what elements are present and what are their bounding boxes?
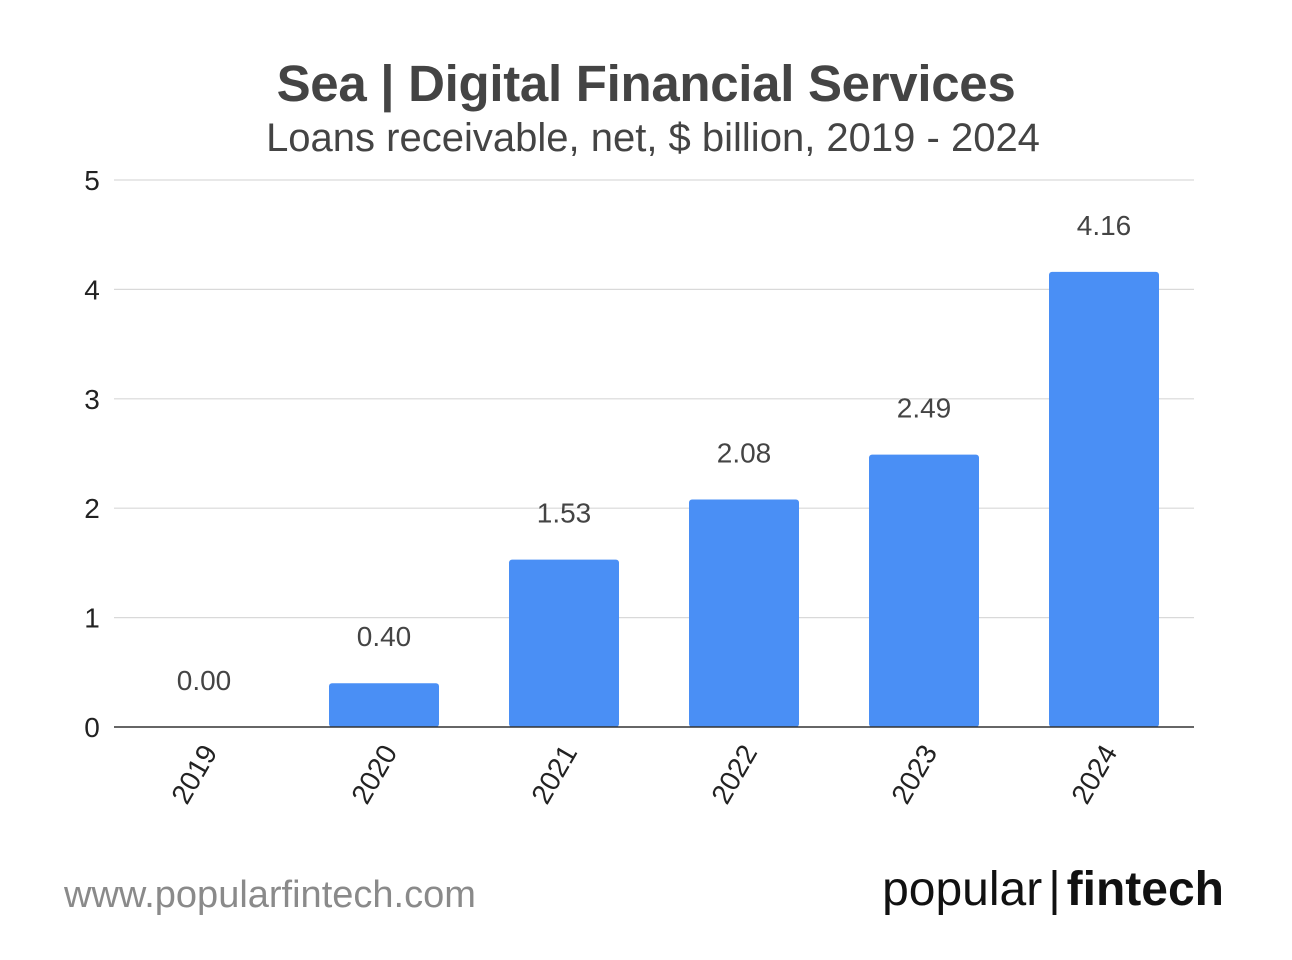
bar bbox=[329, 683, 439, 727]
y-tick-label: 4 bbox=[84, 274, 100, 305]
bar-chart: 0 1 2 3 4 5 0.00 2019 0.40 2020 1.53 2021 2.08 2022 2.… bbox=[84, 165, 1194, 809]
bar bbox=[869, 454, 979, 727]
data-label: 1.53 bbox=[537, 498, 592, 529]
y-tick-label: 3 bbox=[84, 384, 100, 415]
brand-separator: | bbox=[1048, 863, 1061, 916]
x-tick-label: 2022 bbox=[705, 740, 763, 809]
y-tick-label: 0 bbox=[84, 712, 100, 743]
data-label: 2.08 bbox=[717, 437, 772, 468]
x-tick-label: 2023 bbox=[885, 740, 943, 809]
x-tick-label: 2020 bbox=[345, 740, 403, 809]
x-tick-label: 2024 bbox=[1065, 740, 1123, 809]
bar bbox=[1049, 271, 1159, 727]
data-label: 0.40 bbox=[357, 621, 412, 652]
y-tick-label: 1 bbox=[84, 603, 100, 634]
footer-url: www.popularfintech.com bbox=[64, 874, 476, 916]
chart-subtitle: Loans receivable, net, $ billion, 2019 -… bbox=[266, 116, 1040, 160]
data-label: 2.49 bbox=[897, 393, 952, 424]
brand-right: fintech bbox=[1066, 863, 1224, 916]
brand-logo: popular | fintech bbox=[882, 862, 1224, 917]
data-label: 0.00 bbox=[177, 665, 232, 696]
y-tick-label: 5 bbox=[84, 165, 100, 196]
brand-left: popular bbox=[882, 863, 1043, 916]
x-tick-label: 2021 bbox=[525, 740, 583, 809]
x-tick-label: 2019 bbox=[165, 740, 223, 809]
bar bbox=[509, 559, 619, 727]
y-tick-label: 2 bbox=[84, 493, 100, 524]
data-label: 4.16 bbox=[1077, 210, 1132, 241]
bar bbox=[689, 499, 799, 727]
chart-title: Sea | Digital Financial Services bbox=[276, 55, 1016, 112]
